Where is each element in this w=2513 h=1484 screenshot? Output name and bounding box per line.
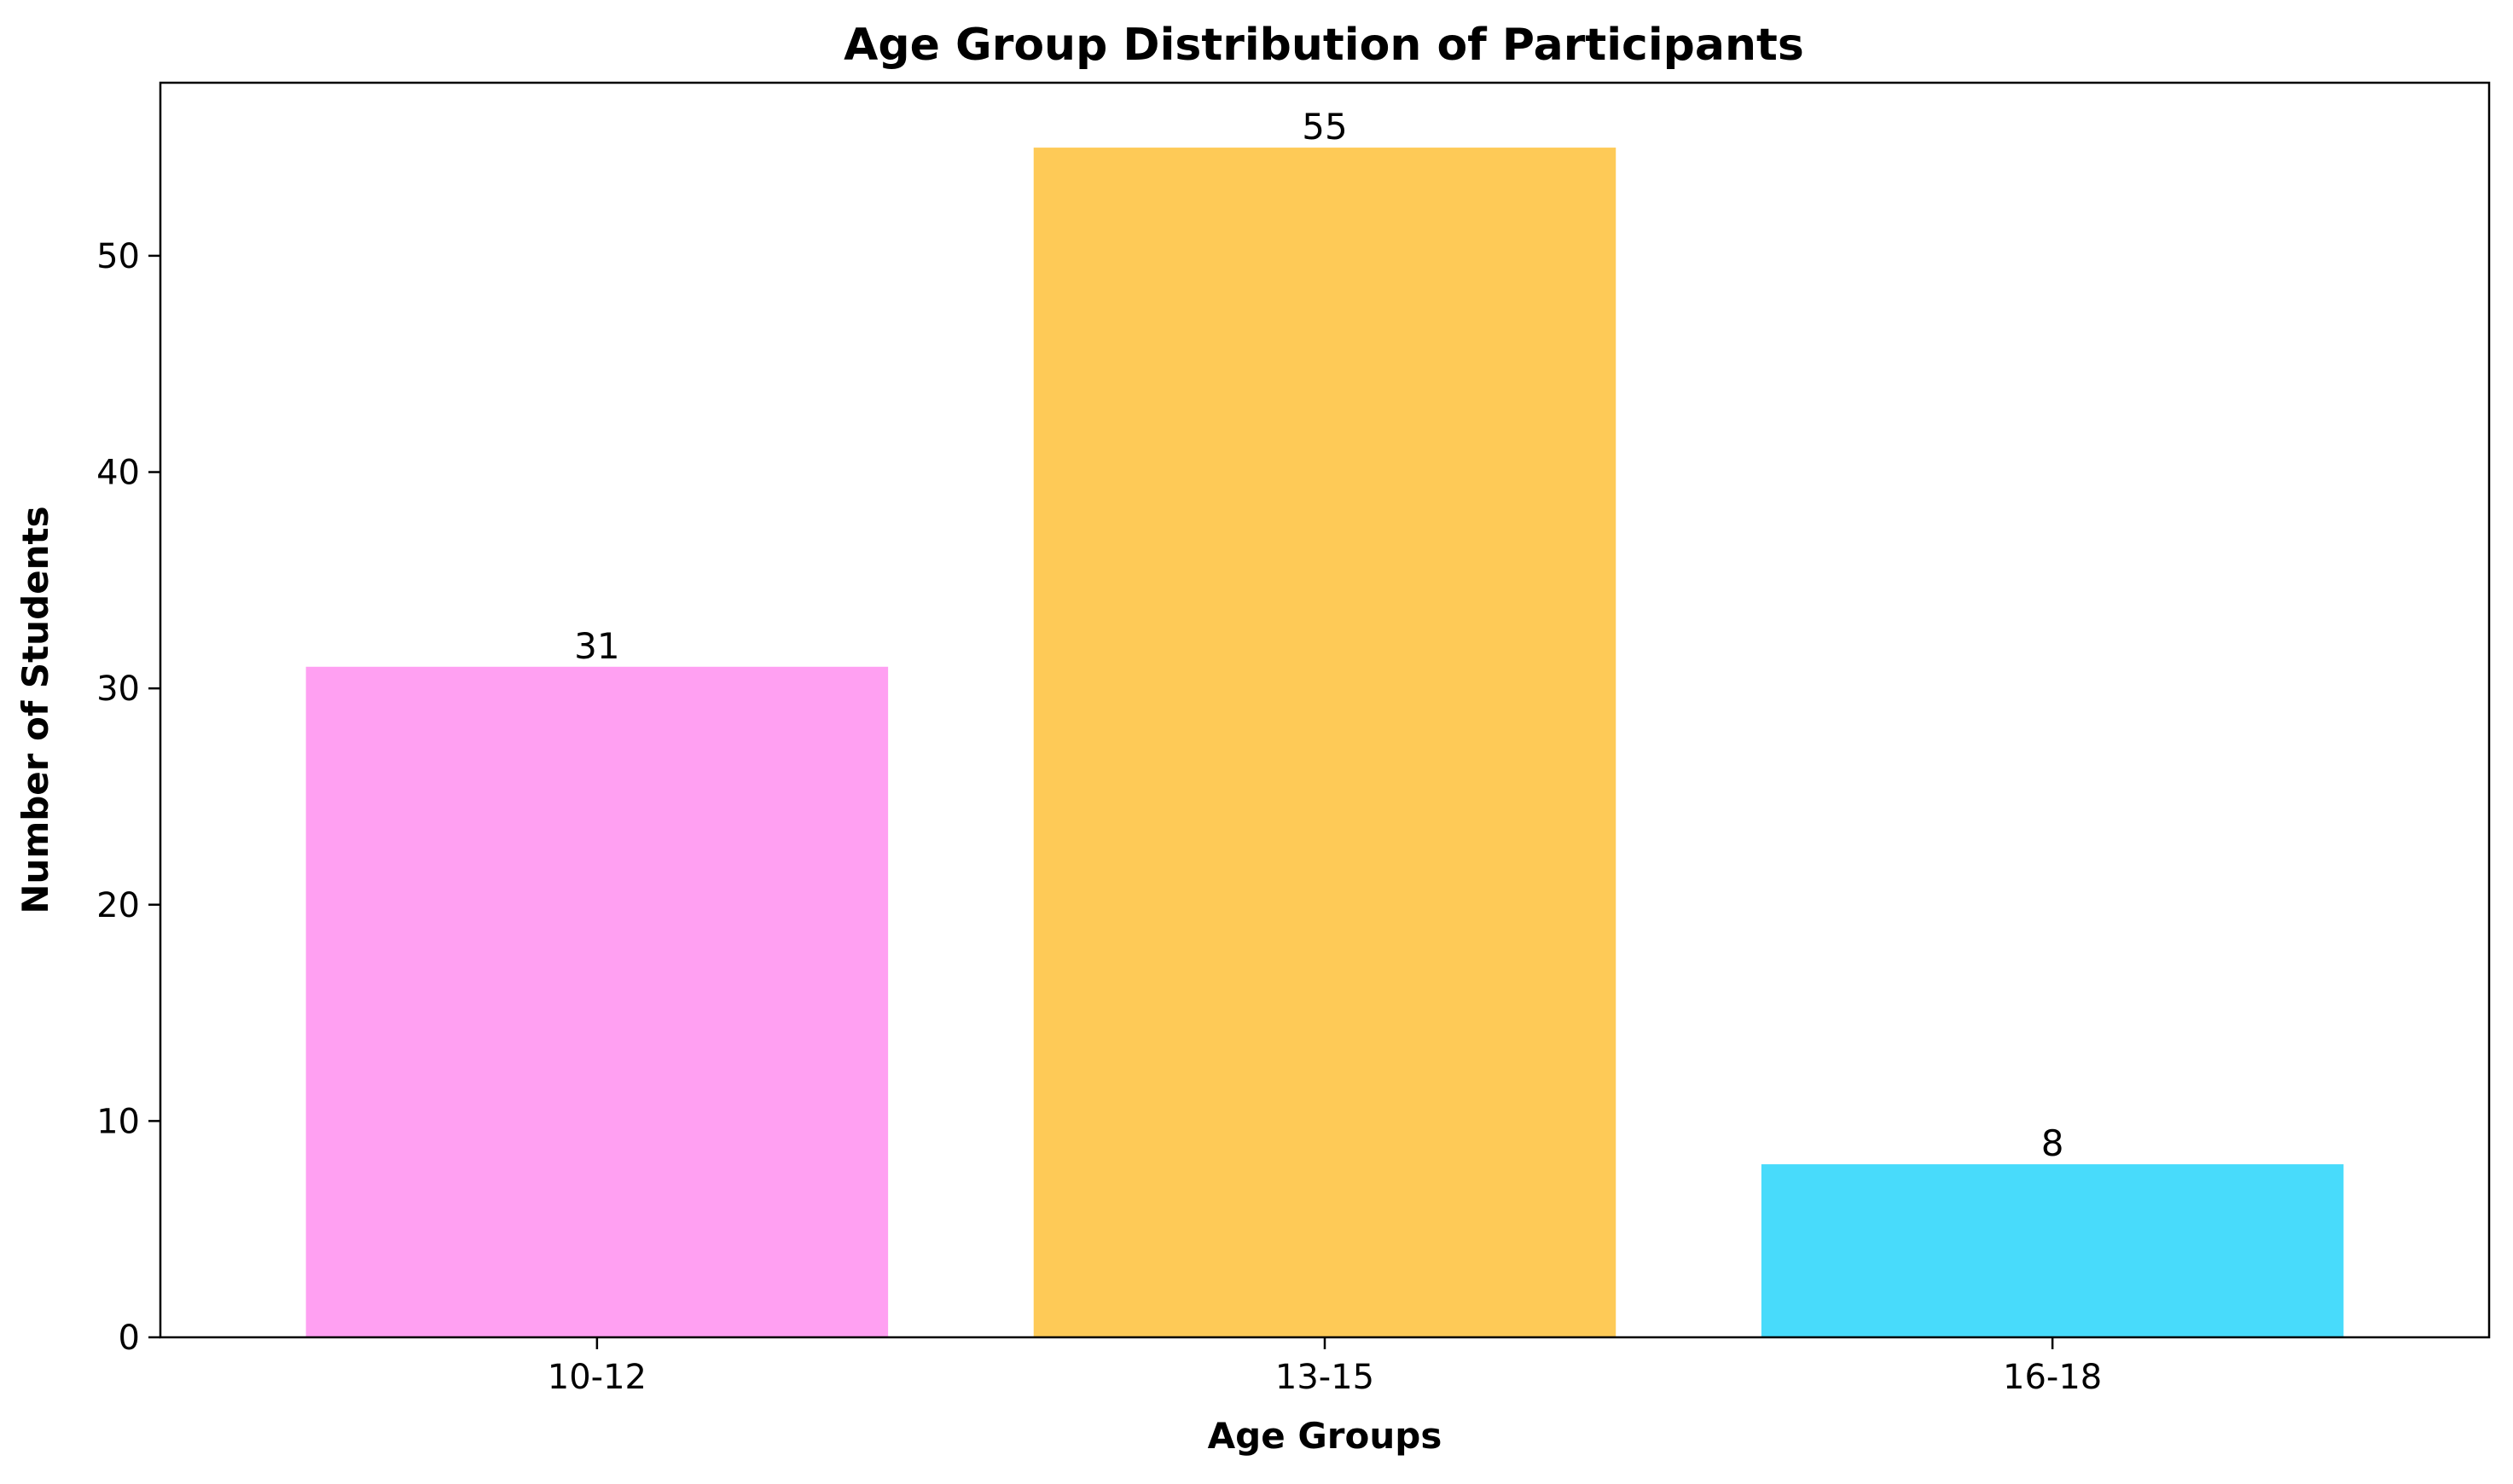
bars xyxy=(305,148,2344,1338)
bar-16-18 xyxy=(1761,1164,2344,1337)
bar-13-15 xyxy=(1033,148,1616,1338)
y-tick-label-30: 30 xyxy=(96,670,140,709)
y-tick-label-0: 0 xyxy=(119,1319,140,1358)
x-tick-label-13-15: 13-15 xyxy=(1275,1358,1374,1397)
plot-frame xyxy=(159,81,2491,1339)
x-axis: 10-12 13-15 16-18 xyxy=(548,1337,2102,1397)
bar-10-12 xyxy=(305,666,889,1337)
x-tick-label-16-18: 16-18 xyxy=(2003,1358,2102,1397)
x-tick-label-10-12: 10-12 xyxy=(548,1358,647,1397)
data-label-13-15: 55 xyxy=(1302,106,1347,148)
data-labels: 31 55 8 xyxy=(574,106,2063,1164)
y-tick-label-50: 50 xyxy=(96,237,140,276)
y-axis: 0 10 20 30 40 50 xyxy=(96,237,160,1358)
y-tick-label-40: 40 xyxy=(96,454,140,493)
y-tick-label-20: 20 xyxy=(96,886,140,925)
chart-title: Age Group Distribution of Participants xyxy=(844,20,1804,71)
y-axis-title: Number of Students xyxy=(15,506,56,913)
x-axis-title: Age Groups xyxy=(1208,1415,1442,1457)
data-label-16-18: 8 xyxy=(2041,1122,2064,1164)
y-tick-label-10: 10 xyxy=(96,1102,140,1141)
data-label-10-12: 31 xyxy=(574,625,619,667)
